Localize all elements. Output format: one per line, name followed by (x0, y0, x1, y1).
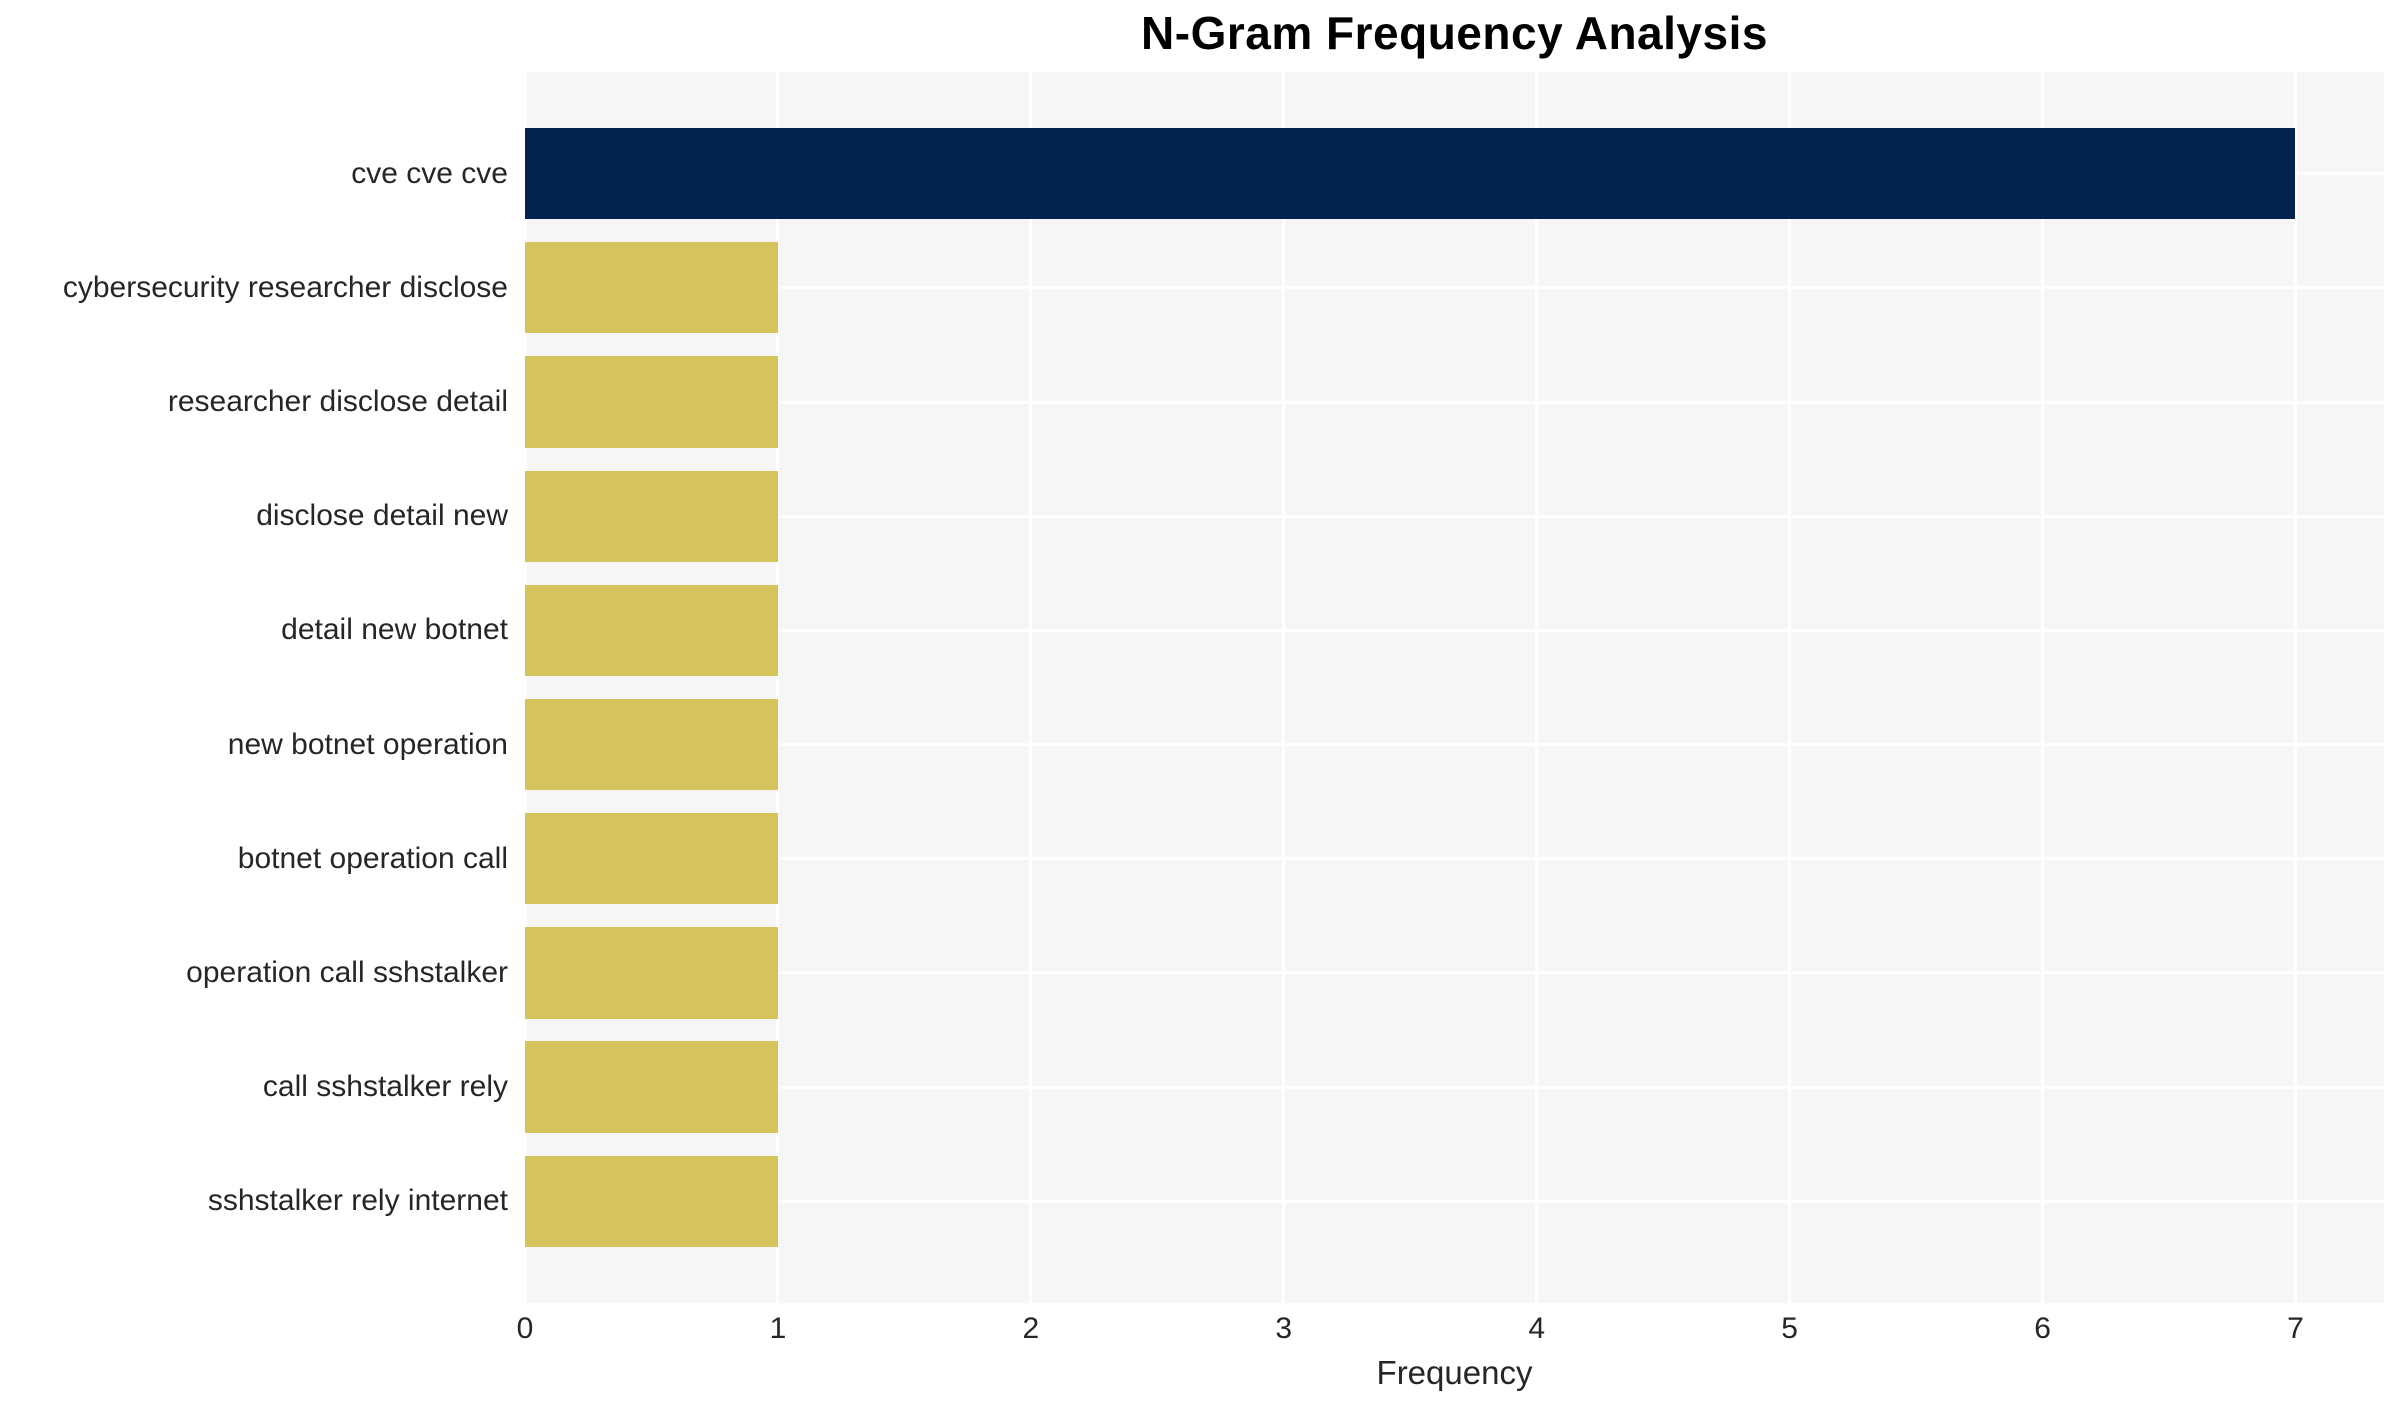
y-gridline (525, 400, 2384, 404)
x-gridline (2041, 72, 2045, 1303)
y-gridline (525, 628, 2384, 632)
bar (525, 813, 778, 905)
bar (525, 127, 2296, 220)
x-tick-label: 5 (1781, 1312, 1798, 1345)
x-tick-label: 3 (1275, 1312, 1293, 1345)
bar (525, 1155, 778, 1248)
x-gridline (1282, 72, 1286, 1303)
y-gridline (525, 1199, 2384, 1203)
x-tick-label: 7 (2287, 1312, 2304, 1345)
y-gridline (525, 514, 2384, 518)
y-gridline (525, 857, 2384, 861)
y-gridline (525, 743, 2384, 747)
plot-area (523, 72, 2384, 1303)
x-axis-title: Frequency (1376, 1354, 1533, 1391)
x-tick-label: 0 (516, 1312, 534, 1345)
bar (525, 356, 778, 448)
chart-title: N-Gram Frequency Analysis (1141, 7, 1768, 59)
x-gridline (523, 72, 527, 1303)
y-tick-label: cybersecurity researcher disclose (62, 270, 508, 304)
x-tick-label: 4 (1528, 1312, 1546, 1345)
x-gridline (1788, 72, 1792, 1303)
y-tick-label: call sshstalker rely (262, 1070, 508, 1104)
x-tick-label: 1 (769, 1312, 787, 1345)
y-tick-label: researcher disclose detail (167, 385, 508, 419)
x-tick-label: 2 (1022, 1312, 1040, 1345)
bar (525, 1041, 778, 1133)
y-gridline (525, 971, 2384, 975)
bar (525, 927, 778, 1019)
y-tick-label: new botnet operation (227, 727, 508, 761)
x-tick-label: 6 (2034, 1312, 2051, 1345)
y-tick-label: sshstalker rely internet (207, 1184, 508, 1218)
y-gridline (525, 1085, 2384, 1089)
bar (525, 242, 778, 334)
y-tick-label: operation call sshstalker (186, 955, 508, 989)
x-gridline (1029, 72, 1033, 1303)
x-gridline (2293, 72, 2297, 1303)
x-gridline (1535, 72, 1539, 1303)
y-tick-label: detail new botnet (281, 613, 508, 647)
y-tick-label: cve cve cve (351, 156, 508, 190)
y-tick-label: disclose detail new (256, 499, 508, 533)
bar (525, 698, 778, 791)
y-gridline (525, 286, 2384, 290)
bar (525, 470, 778, 562)
y-tick-label: botnet operation call (237, 841, 508, 875)
bar (525, 584, 778, 677)
x-gridline (776, 72, 780, 1303)
